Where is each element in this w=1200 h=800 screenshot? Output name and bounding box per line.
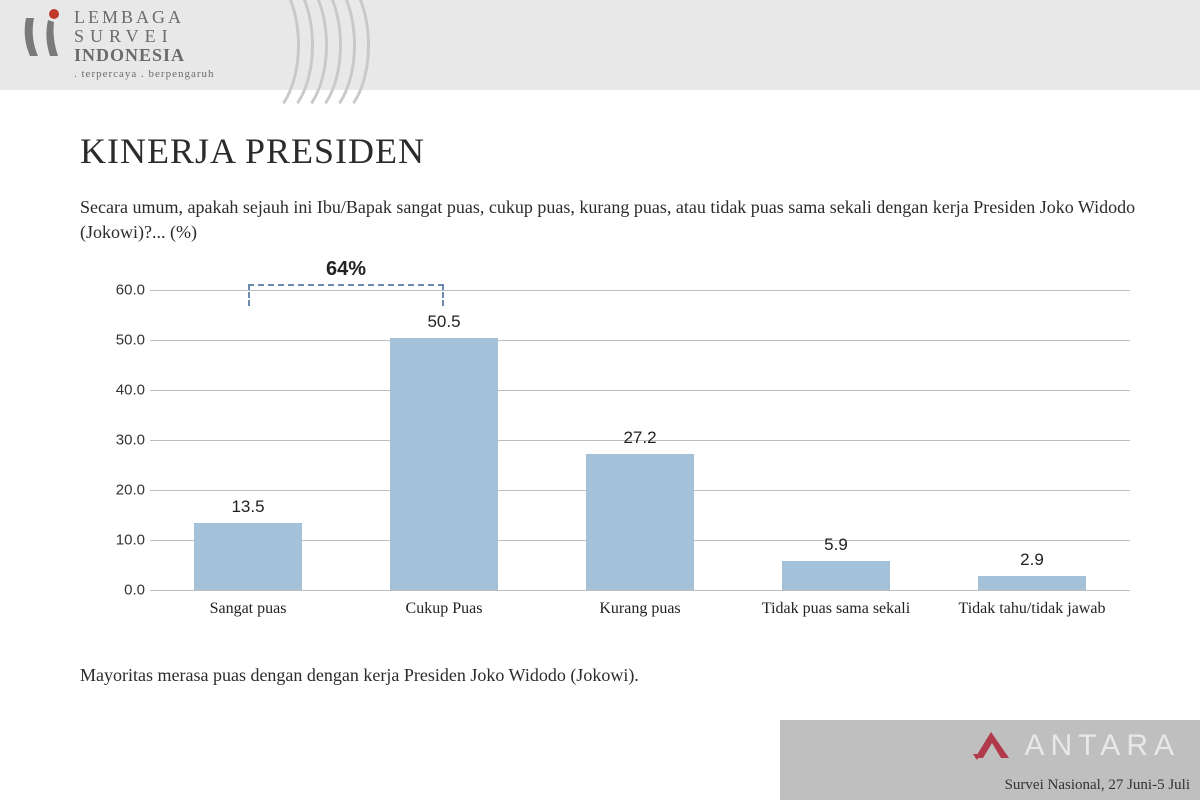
category-label: Sangat puas [194,600,302,618]
grouping-bracket [248,284,444,306]
y-axis-label: 60.0 [100,282,145,299]
org-logo-mark [20,8,64,64]
survey-question: Secara umum, apakah sejauh ini Ibu/Bapak… [80,195,1140,245]
category-label: Tidak tahu/tidak jawab [978,600,1086,618]
decorative-arcs [220,0,360,90]
chart-bar [978,576,1086,591]
footer-strip: ANTARA Survei Nasional, 27 Juni-5 Juli [0,720,1200,800]
category-label: Cukup Puas [390,600,498,618]
chart-bar [194,523,302,591]
watermark-logo: ANTARA [971,728,1180,764]
bar-value-label: 27.2 [586,428,694,448]
org-tagline: . terpercaya . berpengaruh [74,69,215,81]
grouping-bracket-label: 64% [326,258,366,281]
watermark-text: ANTARA [1025,729,1180,763]
chart-bar [782,561,890,591]
y-axis-label: 40.0 [100,382,145,399]
survey-date: Survei Nasional, 27 Juni-5 Juli [1005,777,1190,794]
chart-bar [586,454,694,590]
y-axis-label: 20.0 [100,482,145,499]
org-name-line2: SURVEI [74,27,215,46]
bar-value-label: 2.9 [978,550,1086,570]
y-axis-label: 50.0 [100,332,145,349]
chart-footnote: Mayoritas merasa puas dengan dengan kerj… [80,665,639,686]
bar-value-label: 50.5 [390,312,498,332]
category-label: Kurang puas [586,600,694,618]
grid-line [150,340,1130,341]
category-label: Tidak puas sama sekali [782,600,890,618]
org-name-line1: LEMBAGA [74,8,215,27]
grid-line [150,390,1130,391]
y-axis-label: 10.0 [100,532,145,549]
org-name-line3: INDONESIA [74,46,215,65]
y-axis-label: 0.0 [100,582,145,599]
bar-value-label: 5.9 [782,535,890,555]
org-logo: LEMBAGA SURVEI INDONESIA . terpercaya . … [20,8,215,80]
bar-value-label: 13.5 [194,497,302,517]
y-axis-label: 30.0 [100,432,145,449]
bar-chart: 0.0 10.0 20.0 30.0 40.0 50.0 60.0 13.5 Sangat pu… [90,260,1140,640]
grid-line [150,590,1130,591]
chart-bar [390,338,498,591]
page-title: KINERJA PRESIDEN [80,130,425,172]
